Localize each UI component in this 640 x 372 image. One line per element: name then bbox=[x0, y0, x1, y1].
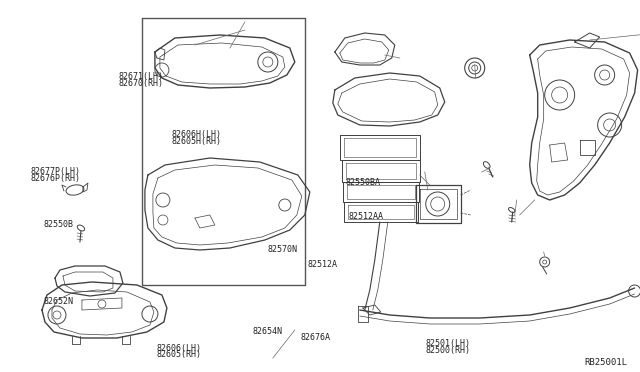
Text: 82550BA: 82550BA bbox=[346, 178, 380, 187]
Text: 82512A: 82512A bbox=[307, 260, 337, 269]
Text: 82652N: 82652N bbox=[44, 297, 74, 306]
Text: 82570N: 82570N bbox=[268, 245, 298, 254]
Text: 82677P(LH): 82677P(LH) bbox=[31, 167, 81, 176]
Text: 82670(RH): 82670(RH) bbox=[118, 79, 163, 88]
Text: 82654N: 82654N bbox=[253, 327, 283, 336]
Text: 82676P(RH): 82676P(RH) bbox=[31, 174, 81, 183]
Text: 82605(RH): 82605(RH) bbox=[157, 350, 202, 359]
Text: 82606H(LH): 82606H(LH) bbox=[172, 130, 221, 139]
Text: RB25001L: RB25001L bbox=[585, 358, 628, 367]
Text: 82676A: 82676A bbox=[301, 333, 331, 342]
Text: 82671(LH): 82671(LH) bbox=[118, 72, 163, 81]
Text: 82606(LH): 82606(LH) bbox=[157, 344, 202, 353]
Text: 82512AA: 82512AA bbox=[349, 212, 383, 221]
Text: 82500(RH): 82500(RH) bbox=[426, 346, 470, 355]
Circle shape bbox=[465, 58, 484, 78]
Text: 82501(LH): 82501(LH) bbox=[426, 339, 470, 348]
Text: 82550B: 82550B bbox=[44, 220, 74, 229]
Text: 82605H(RH): 82605H(RH) bbox=[172, 137, 221, 146]
